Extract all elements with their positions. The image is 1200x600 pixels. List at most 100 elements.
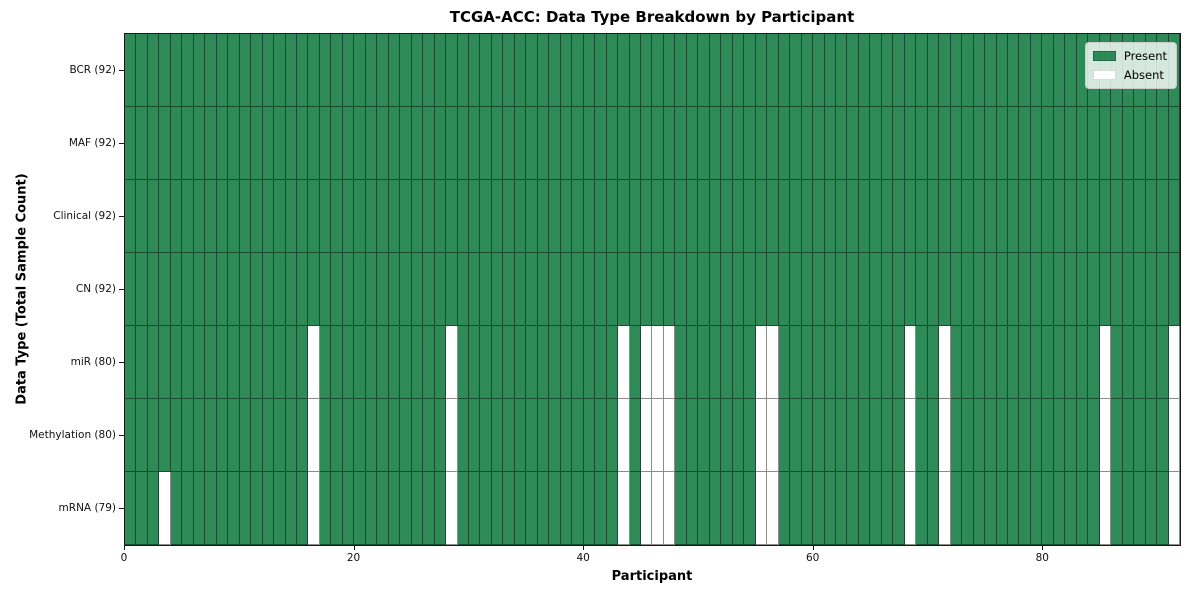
heatmap-cell bbox=[216, 399, 229, 472]
heatmap-cell bbox=[583, 180, 596, 253]
heatmap-cell bbox=[1019, 180, 1031, 253]
heatmap-cell bbox=[274, 399, 286, 472]
heatmap-cell bbox=[147, 253, 160, 326]
heatmap-cell bbox=[1168, 107, 1180, 180]
y-tick-mark bbox=[119, 289, 124, 290]
heatmap-cell bbox=[549, 253, 561, 326]
heatmap-cell bbox=[939, 180, 951, 253]
heatmap-cell bbox=[572, 399, 584, 472]
heatmap-grid bbox=[125, 34, 1180, 545]
heatmap-cell bbox=[228, 34, 240, 107]
heatmap-cell bbox=[962, 107, 974, 180]
heatmap-cell bbox=[744, 253, 756, 326]
heatmap-cell bbox=[606, 472, 619, 545]
heatmap-cell bbox=[606, 253, 619, 326]
heatmap-cell bbox=[893, 472, 905, 545]
heatmap-cell bbox=[1007, 399, 1020, 472]
heatmap-cell bbox=[778, 253, 791, 326]
heatmap-cell bbox=[274, 34, 286, 107]
heatmap-cell bbox=[1030, 399, 1043, 472]
heatmap-cell bbox=[423, 253, 435, 326]
heatmap-cell bbox=[1053, 34, 1066, 107]
heatmap-cell bbox=[732, 472, 745, 545]
heatmap-cell bbox=[205, 34, 217, 107]
heatmap-cell bbox=[709, 34, 722, 107]
heatmap-cell bbox=[297, 399, 309, 472]
heatmap-cell bbox=[526, 107, 538, 180]
heatmap-cell bbox=[147, 180, 160, 253]
heatmap-cell bbox=[950, 107, 963, 180]
heatmap-cell bbox=[469, 326, 481, 399]
heatmap-cell bbox=[308, 472, 320, 545]
heatmap-cell bbox=[228, 107, 240, 180]
heatmap-cell bbox=[193, 253, 206, 326]
heatmap-cell bbox=[1145, 253, 1158, 326]
heatmap-cell bbox=[526, 34, 538, 107]
heatmap-cell bbox=[136, 399, 148, 472]
heatmap-cell bbox=[606, 107, 619, 180]
heatmap-cell bbox=[1099, 399, 1112, 472]
heatmap-cell bbox=[331, 253, 343, 326]
heatmap-cell bbox=[698, 107, 710, 180]
heatmap-cell bbox=[1088, 399, 1100, 472]
heatmap-cell bbox=[216, 253, 229, 326]
heatmap-cell bbox=[835, 399, 848, 472]
heatmap-cell bbox=[1019, 472, 1031, 545]
heatmap-cell bbox=[962, 34, 974, 107]
heatmap-cell bbox=[514, 180, 527, 253]
heatmap-cell bbox=[434, 34, 447, 107]
heatmap-cell bbox=[732, 107, 745, 180]
heatmap-cell bbox=[560, 180, 573, 253]
heatmap-cell bbox=[606, 326, 619, 399]
heatmap-cell bbox=[400, 253, 412, 326]
heatmap-cell bbox=[973, 253, 986, 326]
heatmap-cell bbox=[319, 180, 332, 253]
heatmap-cell bbox=[973, 326, 986, 399]
heatmap-cell bbox=[319, 253, 332, 326]
heatmap-cell bbox=[652, 326, 664, 399]
heatmap-cell bbox=[434, 399, 447, 472]
heatmap-cell bbox=[858, 326, 871, 399]
heatmap-cell bbox=[423, 326, 435, 399]
heatmap-cell bbox=[755, 34, 768, 107]
heatmap-cell bbox=[778, 399, 791, 472]
legend-item-absent: Absent bbox=[1092, 68, 1167, 82]
heatmap-cell bbox=[354, 180, 366, 253]
heatmap-cell bbox=[847, 34, 859, 107]
heatmap-cell bbox=[469, 399, 481, 472]
heatmap-cell bbox=[1157, 253, 1169, 326]
heatmap-cell bbox=[572, 326, 584, 399]
heatmap-cell bbox=[1122, 107, 1135, 180]
heatmap-cell bbox=[491, 326, 504, 399]
heatmap-cell bbox=[927, 253, 940, 326]
heatmap-cell bbox=[1030, 107, 1043, 180]
heatmap-cell bbox=[618, 326, 630, 399]
plot-area: Present Absent bbox=[124, 33, 1181, 546]
heatmap-cell bbox=[950, 34, 963, 107]
heatmap-cell bbox=[962, 399, 974, 472]
heatmap-cell bbox=[537, 180, 550, 253]
heatmap-cell bbox=[939, 34, 951, 107]
heatmap-cell bbox=[618, 107, 630, 180]
legend-swatch-present-icon bbox=[1092, 51, 1116, 61]
heatmap-cell bbox=[1053, 399, 1066, 472]
x-tick-label: 80 bbox=[1035, 552, 1049, 564]
heatmap-cell bbox=[858, 472, 871, 545]
heatmap-cell bbox=[560, 107, 573, 180]
heatmap-cell bbox=[159, 180, 171, 253]
heatmap-cell bbox=[893, 107, 905, 180]
heatmap-cell bbox=[446, 472, 458, 545]
heatmap-cell bbox=[985, 326, 997, 399]
heatmap-cell bbox=[193, 34, 206, 107]
heatmap-cell bbox=[1099, 180, 1112, 253]
heatmap-cell bbox=[560, 34, 573, 107]
heatmap-cell bbox=[629, 253, 642, 326]
y-tick-label: BCR (92) bbox=[69, 63, 116, 76]
heatmap-cell bbox=[170, 253, 183, 326]
heatmap-cell bbox=[618, 472, 630, 545]
heatmap-cell bbox=[297, 472, 309, 545]
heatmap-cell bbox=[744, 472, 756, 545]
heatmap-cell bbox=[572, 472, 584, 545]
heatmap-cell bbox=[813, 326, 825, 399]
